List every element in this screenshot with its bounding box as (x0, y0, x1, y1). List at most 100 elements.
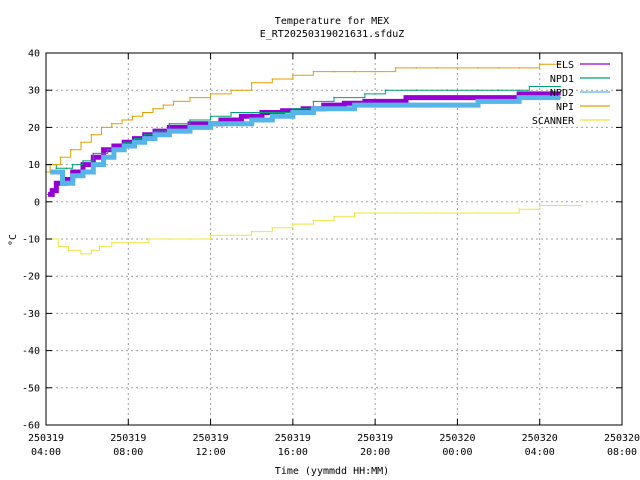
data-point-npd1 (143, 134, 146, 136)
data-point-npi (559, 63, 562, 65)
data-point-scanner (436, 212, 438, 214)
data-point-npd2 (559, 96, 562, 99)
data-point-npd1 (209, 115, 212, 117)
data-point-npd2 (312, 108, 315, 110)
data-point-npi (59, 156, 62, 158)
legend-label: NPD2 (550, 88, 574, 99)
legend-label: NPI (556, 102, 574, 113)
data-point-npd2 (133, 141, 136, 144)
data-point-npi (189, 96, 191, 99)
y-tick-label: -40 (22, 346, 40, 357)
data-point-scanner (168, 238, 171, 240)
data-point-npd2 (394, 104, 397, 106)
data-point-npd2 (477, 100, 479, 103)
data-point-npi (374, 70, 376, 73)
data-point-npi (477, 67, 479, 69)
data-point-scanner (189, 238, 191, 240)
y-axis-ticks: 40 30 20 10 0 -10 -20 -30 -40 -50 -60 (22, 49, 622, 432)
data-point-npd1 (123, 141, 125, 144)
data-point-npi (121, 119, 123, 121)
data-point-npd2 (333, 108, 335, 110)
data-point-els (102, 148, 105, 151)
y-tick-label: -50 (22, 383, 40, 394)
y-tick-label: -10 (22, 235, 40, 246)
series-line-npi (46, 63, 561, 173)
data-point-npd2 (123, 145, 125, 147)
x-tick-date-label: 250320 (604, 433, 640, 444)
data-point-npd1 (312, 100, 315, 103)
data-point-scanner (477, 212, 479, 214)
data-point-npd1 (384, 89, 387, 91)
data-point-scanner (271, 227, 274, 229)
x-tick-date-label: 250319 (28, 433, 64, 444)
data-point-npi (497, 67, 500, 69)
data-point-npd1 (92, 152, 95, 155)
data-point-npi (271, 78, 274, 80)
data-point-els (559, 93, 562, 95)
data-point-npd2 (415, 104, 418, 106)
data-point-npd1 (477, 89, 479, 91)
data-point-scanner (518, 208, 520, 210)
data-point-scanner (559, 204, 562, 207)
data-point-npi (162, 104, 165, 106)
x-axis-label: Time (yymmdd HH:MM) (275, 466, 389, 477)
data-point-npd2 (82, 171, 84, 173)
x-tick-date-label: 250319 (275, 433, 311, 444)
data-point-npd1 (333, 96, 335, 99)
data-point-npd2 (102, 156, 105, 158)
data-point-els (55, 182, 58, 184)
data-point-els (113, 145, 115, 147)
data-point-scanner (333, 215, 335, 218)
y-tick-label: 40 (28, 49, 40, 60)
data-point-scanner (353, 212, 356, 214)
data-point-scanner (230, 234, 232, 237)
legend-label: SCANNER (532, 116, 575, 127)
data-point-npd2 (154, 134, 156, 136)
data-point-npd2 (353, 104, 356, 106)
x-tick-time-label: 04:00 (31, 447, 61, 458)
data-point-npi (456, 67, 459, 69)
data-point-npd1 (189, 119, 191, 121)
data-point-els (281, 109, 284, 112)
data-point-scanner (456, 212, 459, 214)
y-tick-label: -60 (22, 421, 40, 432)
x-tick-time-label: 08:00 (113, 447, 143, 458)
data-point-npd1 (168, 122, 171, 125)
data-point-scanner (209, 234, 212, 237)
y-tick-label: -20 (22, 272, 40, 283)
data-point-npi (69, 148, 72, 151)
data-point-npi (353, 70, 356, 73)
data-point-npi (80, 141, 82, 144)
data-point-els (497, 96, 500, 99)
data-point-npi (292, 74, 294, 77)
data-point-npd1 (518, 89, 520, 91)
data-point-npd2 (113, 148, 115, 151)
y-axis-label: °C (8, 234, 19, 246)
data-point-npd1 (446, 89, 448, 91)
data-point-scanner (80, 253, 82, 255)
data-point-npd2 (456, 104, 459, 106)
data-point-npd2 (271, 115, 274, 117)
data-point-npi (152, 108, 154, 110)
data-point-els (518, 93, 520, 95)
y-tick-label: 0 (34, 197, 40, 208)
data-point-npd2 (374, 104, 376, 106)
data-point-npd1 (133, 137, 136, 140)
data-point-npd2 (189, 126, 191, 129)
y-tick-label: -30 (22, 309, 40, 320)
series-line-scanner (46, 205, 581, 255)
data-point-npd1 (271, 111, 274, 114)
grid-lines (46, 53, 622, 425)
data-point-npd1 (82, 160, 84, 162)
data-point-npd1 (497, 89, 500, 91)
data-point-npd1 (106, 148, 109, 151)
chart-title: Temperature for MEX (275, 16, 389, 27)
data-point-els (384, 100, 387, 103)
data-point-npi (141, 111, 144, 114)
y-tick-label: 30 (28, 86, 40, 97)
data-point-npd2 (518, 96, 520, 99)
data-point-scanner (90, 249, 93, 251)
data-point-npi (436, 67, 438, 69)
series-line-npd2 (50, 95, 561, 186)
data-point-npi (90, 134, 93, 136)
